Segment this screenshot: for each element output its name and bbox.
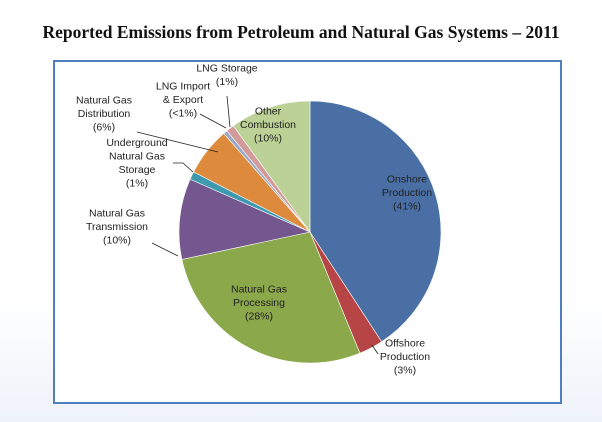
data-label-line: Onshore — [387, 174, 427, 186]
data-label-line: Offshore — [385, 338, 425, 350]
slice-onshore-production — [309, 100, 442, 343]
slice-natural-gas-transmission — [178, 178, 311, 260]
data-label-line: Distribution — [78, 108, 131, 120]
data-label-line: Combustion — [240, 119, 296, 131]
data-label-line: Underground — [106, 137, 167, 149]
data-label-line: (41%) — [393, 201, 421, 213]
data-label-line: (3%) — [394, 365, 416, 377]
data-label-line: (6%) — [93, 122, 115, 134]
data-label-line: (1%) — [216, 76, 238, 88]
data-label-underground-natural-gas-storage: Underground Natural Gas Storage (1%) — [106, 137, 167, 190]
data-label-line: (<1%) — [169, 108, 197, 120]
data-label-line: Natural Gas — [109, 150, 165, 162]
slice-natural-gas-processing — [181, 231, 361, 364]
data-label-line: LNG Import — [156, 81, 210, 93]
data-label-line: (10%) — [254, 133, 282, 145]
page-title: Reported Emissions from Petroleum and Na… — [42, 22, 560, 42]
data-label-line: Processing — [233, 297, 285, 309]
data-label-natural-gas-transmission: Natural Gas Transmission (10%) — [86, 208, 148, 247]
leader-line-lng-storage — [226, 95, 231, 128]
leader-line-offshore-production — [371, 344, 379, 355]
leader-line-natural-gas-transmission — [151, 242, 179, 257]
data-label-line: Transmission — [86, 221, 148, 233]
data-label-line: Other — [255, 106, 282, 118]
data-label-line: Natural Gas — [89, 208, 145, 220]
data-label-line: (28%) — [245, 311, 273, 323]
data-label-natural-gas-processing: Natural Gas Processing (28%) — [231, 284, 287, 323]
data-label-offshore-production: Offshore Production (3%) — [380, 338, 430, 377]
data-label-onshore-production: Onshore Production (41%) — [382, 174, 432, 213]
slice-other-combustion — [232, 100, 311, 233]
data-label-line: Natural Gas — [231, 284, 287, 296]
data-label-other-combustion: Other Combustion (10%) — [240, 106, 296, 145]
leader-line-natural-gas-distribution — [136, 131, 219, 153]
data-label-line: Natural Gas — [76, 95, 132, 107]
data-label-line: (1%) — [126, 177, 148, 189]
data-label-lng-import-export: LNG Import & Export (<1%) — [156, 81, 210, 120]
data-label-line: & Export — [163, 94, 203, 106]
data-label-line: (10%) — [103, 235, 131, 247]
leader-line-underground-natural-gas-storage — [173, 162, 194, 173]
data-label-line: Storage — [119, 164, 156, 176]
data-label-line: LNG Storage — [196, 62, 257, 74]
data-label-line: Production — [380, 351, 430, 363]
data-label-natural-gas-distribution: Natural Gas Distribution (6%) — [76, 95, 132, 134]
data-label-line: Production — [382, 187, 432, 199]
data-label-lng-storage: LNG Storage (1%) — [196, 62, 257, 88]
leader-line-lng-import-export — [199, 113, 227, 129]
